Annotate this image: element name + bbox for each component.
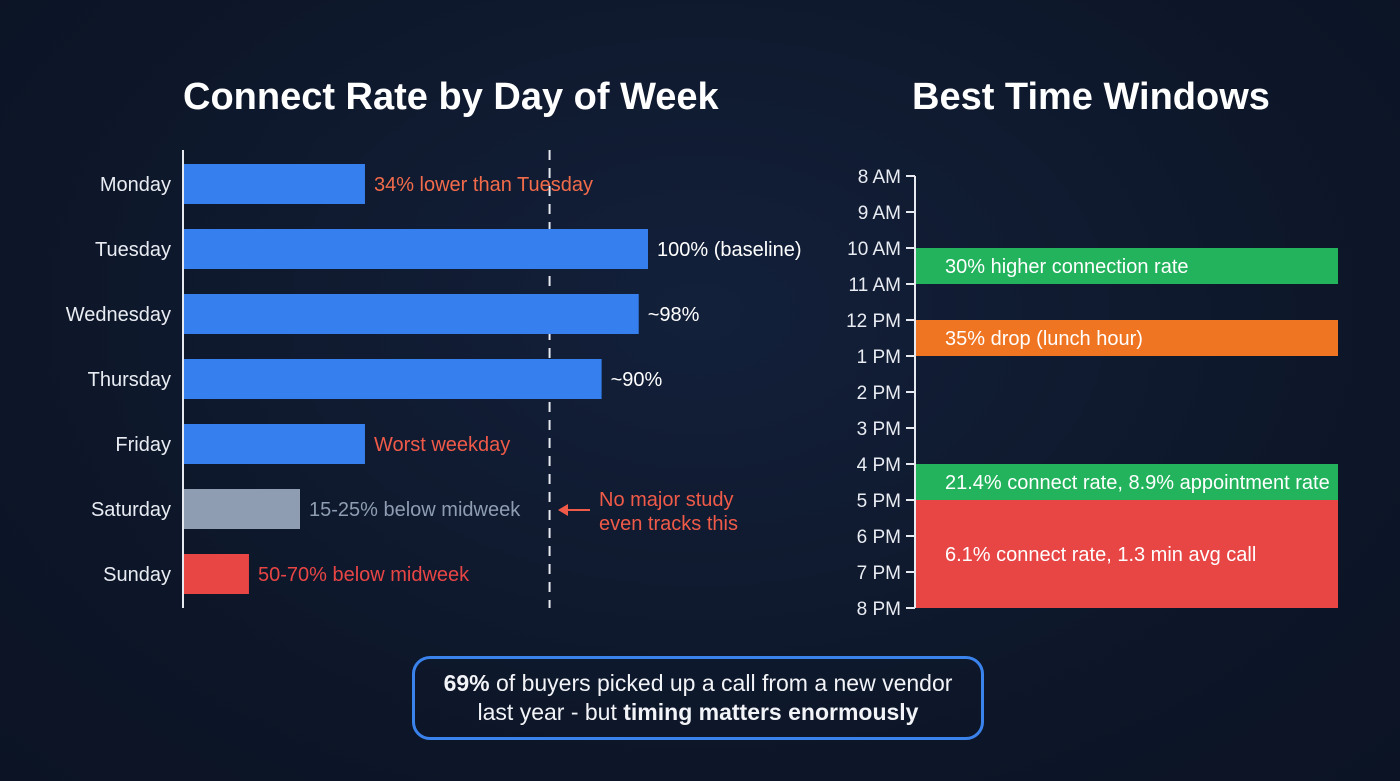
data-label: Worst weekday [374, 434, 510, 456]
chart-title-time-windows: Best Time Windows [912, 76, 1270, 118]
callout-text-1: of buyers picked up a call from a new ve… [489, 670, 953, 696]
time-tick-label: 9 AM [858, 203, 901, 224]
category-label: Thursday [88, 369, 171, 391]
time-tick-label: 5 PM [857, 491, 901, 512]
time-window-label: 35% drop (lunch hour) [945, 328, 1143, 350]
chart-title-day-of-week: Connect Rate by Day of Week [183, 76, 719, 118]
time-window-label: 21.4% connect rate, 8.9% appointment rat… [945, 472, 1330, 494]
time-tick-label: 2 PM [857, 383, 901, 404]
time-tick-label: 6 PM [857, 527, 901, 548]
data-label: 34% lower than Tuesday [374, 174, 593, 196]
annotation-text: even tracks this [599, 513, 738, 535]
bar-friday [184, 424, 365, 464]
bar-saturday [184, 489, 300, 529]
time-tick-label: 8 PM [857, 599, 901, 620]
time-tick-label: 4 PM [857, 455, 901, 476]
callout-stat: 69% [443, 670, 490, 696]
arrow-head-icon [558, 504, 568, 516]
bar-tuesday [184, 229, 648, 269]
bar-thursday [184, 359, 602, 399]
time-window-0 [915, 248, 1338, 284]
annotation-text: No major study [599, 489, 734, 511]
time-window-3 [915, 500, 1338, 608]
bar-monday [184, 164, 365, 204]
category-label: Friday [115, 434, 171, 456]
time-tick-label: 11 AM [849, 275, 901, 296]
data-label: 50-70% below midweek [258, 564, 470, 586]
category-label: Saturday [91, 499, 171, 521]
category-label: Sunday [103, 564, 171, 586]
time-window-2 [915, 464, 1338, 500]
category-label: Monday [100, 174, 171, 196]
data-label: 100% (baseline) [657, 239, 802, 261]
time-tick-label: 8 AM [858, 167, 901, 188]
callout-line-1: 69% of buyers picked up a call from a ne… [444, 669, 953, 698]
time-tick-label: 3 PM [857, 419, 901, 440]
bar-sunday [184, 554, 249, 594]
time-window-1 [915, 320, 1338, 356]
bar-wednesday [184, 294, 639, 334]
callout-text-2: last year - but [477, 699, 624, 725]
time-window-label: 6.1% connect rate, 1.3 min avg call [945, 544, 1256, 566]
data-label: ~90% [611, 369, 663, 391]
time-tick-label: 7 PM [857, 563, 901, 584]
callout-box: 69% of buyers picked up a call from a ne… [412, 656, 984, 740]
time-tick-label: 12 PM [846, 311, 901, 332]
time-tick-label: 10 AM [847, 239, 901, 260]
category-label: Tuesday [95, 239, 171, 261]
time-tick-label: 1 PM [857, 347, 901, 368]
time-window-label: 30% higher connection rate [945, 256, 1189, 278]
data-label: 15-25% below midweek [309, 499, 521, 521]
callout-line-2: last year - but timing matters enormousl… [478, 698, 919, 727]
callout-emphasis: timing matters enormously [623, 699, 919, 725]
category-label: Wednesday [66, 304, 171, 326]
data-label: ~98% [648, 304, 700, 326]
